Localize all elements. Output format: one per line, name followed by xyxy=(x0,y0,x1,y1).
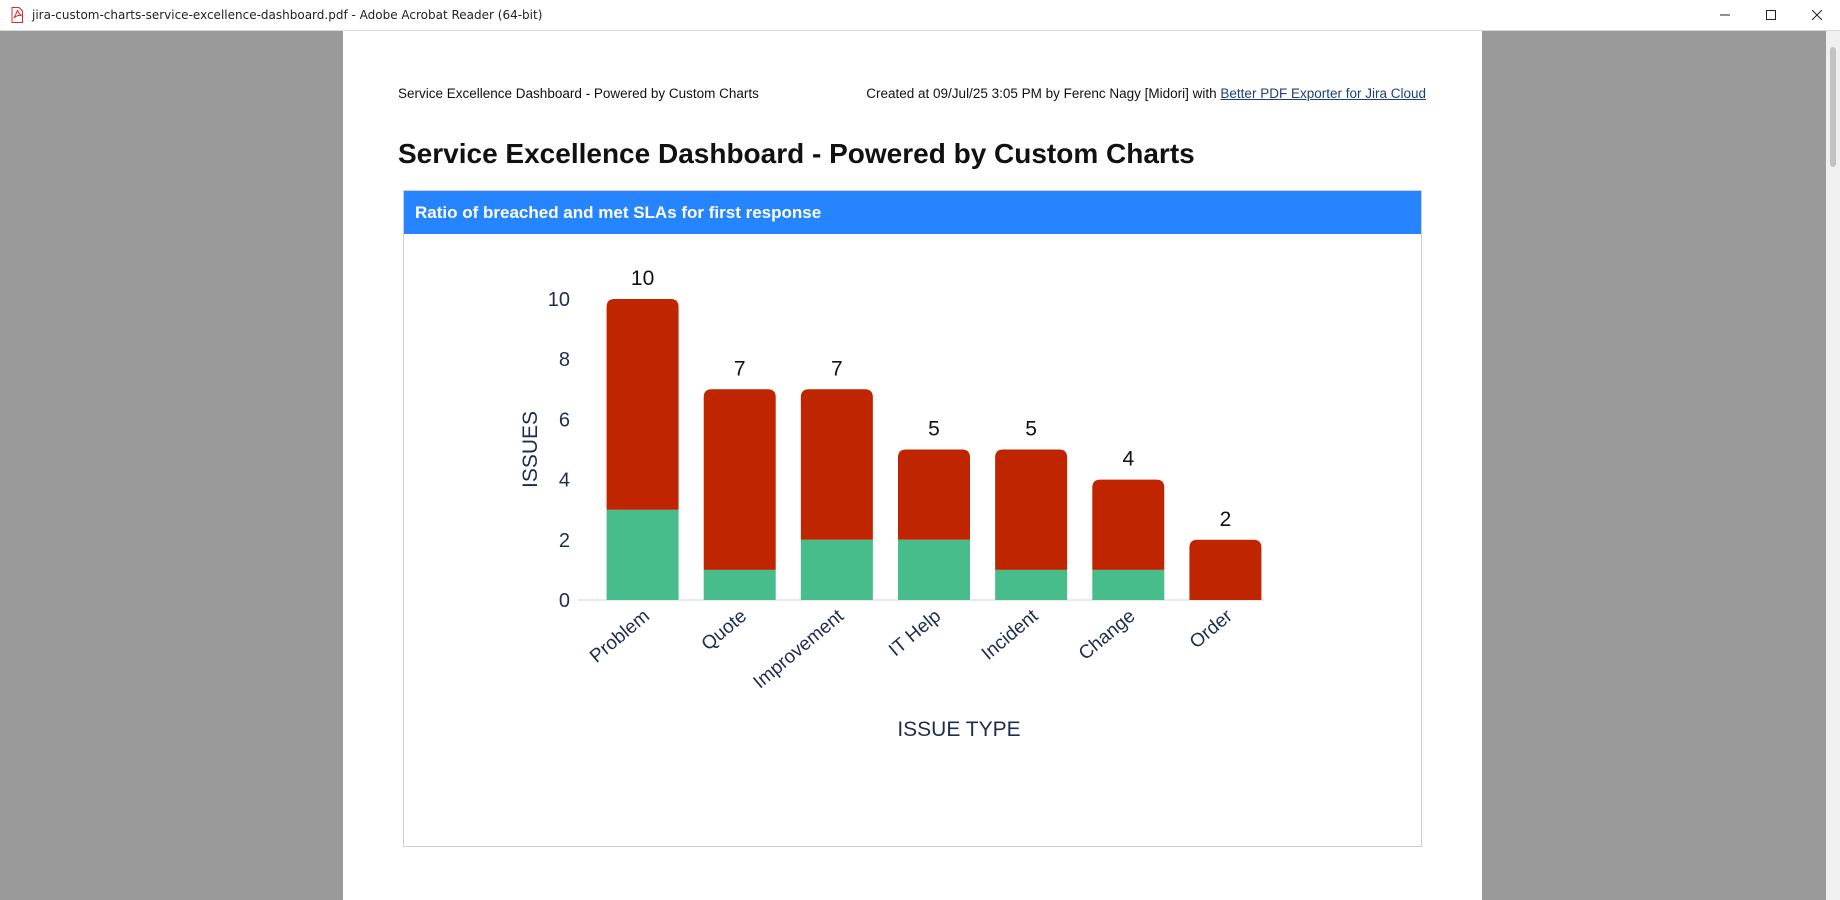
x-axis-label: ISSUE TYPE xyxy=(897,718,1020,741)
chart-panel-title: Ratio of breached and met SLAs for first… xyxy=(415,202,822,222)
bar-total-label: 5 xyxy=(1025,418,1037,441)
bar-total-label: 10 xyxy=(631,267,654,290)
y-tick-label: 6 xyxy=(559,409,570,431)
close-icon xyxy=(1812,10,1822,20)
window-title: jira-custom-charts-service-excellence-da… xyxy=(32,8,543,22)
pdf-app-icon xyxy=(10,7,24,23)
bar-total-label: 7 xyxy=(734,357,746,380)
y-tick-label: 2 xyxy=(559,530,570,552)
bar-total-label: 4 xyxy=(1122,448,1134,471)
bar-segment-met xyxy=(703,569,776,600)
maximize-button[interactable] xyxy=(1748,0,1794,31)
x-tick-label: Incident xyxy=(978,605,1043,664)
bar-total-label: 2 xyxy=(1220,508,1232,531)
x-tick-label: Quote xyxy=(698,606,751,655)
exporter-link[interactable]: Better PDF Exporter for Jira Cloud xyxy=(1220,86,1426,101)
bar-segment-breached xyxy=(606,299,679,510)
x-tick-label: Problem xyxy=(586,606,654,668)
bar-total-label: 5 xyxy=(928,418,940,441)
x-tick-label: Improvement xyxy=(750,605,849,693)
y-tick-label: 8 xyxy=(559,349,570,371)
y-axis-label: ISSUES xyxy=(519,411,542,488)
header-document-title: Service Excellence Dashboard - Powered b… xyxy=(398,86,759,101)
page-title: Service Excellence Dashboard - Powered b… xyxy=(398,138,1195,169)
close-button[interactable] xyxy=(1794,0,1840,31)
chart-panel-header: Ratio of breached and met SLAs for first… xyxy=(404,191,1421,234)
x-tick-label: Change xyxy=(1075,606,1139,665)
x-tick-label: Order xyxy=(1186,605,1237,653)
bar-segment-breached xyxy=(1092,479,1165,570)
y-tick-label: 4 xyxy=(559,470,570,492)
scrollbar-thumb[interactable] xyxy=(1830,47,1836,167)
window-titlebar: jira-custom-charts-service-excellence-da… xyxy=(0,0,1840,31)
chart-panel: Ratio of breached and met SLAs for first… xyxy=(403,190,1422,847)
x-tick-label: IT Help xyxy=(885,606,945,661)
y-tick-label: 0 xyxy=(559,590,570,612)
bar-segment-breached xyxy=(995,449,1068,570)
bar-segment-breached xyxy=(800,389,873,540)
y-tick-label: 10 xyxy=(548,289,570,311)
window-controls xyxy=(1702,0,1840,31)
bar-segment-breached xyxy=(703,389,776,570)
bar-segment-met xyxy=(995,569,1068,600)
bar-segment-breached xyxy=(898,449,970,540)
minimize-icon xyxy=(1720,14,1730,16)
header-created-text: Created at 09/Jul/25 3:05 PM by Ferenc N… xyxy=(866,86,1221,101)
bar-segment-met xyxy=(898,539,970,600)
bar-segment-met xyxy=(1092,569,1165,600)
bar-segment-met xyxy=(606,509,679,600)
minimize-button[interactable] xyxy=(1702,0,1748,31)
bar-segment-met xyxy=(800,539,873,600)
maximize-icon xyxy=(1766,10,1776,20)
header-creation-info: Created at 09/Jul/25 3:05 PM by Ferenc N… xyxy=(866,86,1426,101)
bar-total-label: 7 xyxy=(831,357,843,380)
pdf-page: Service Excellence Dashboard - Powered b… xyxy=(343,31,1482,900)
stacked-bar-chart: 0 2 4 6 8 10 ISSUES 10 Problem 7 Quote 7 Improvement… xyxy=(519,267,1264,741)
vertical-scrollbar[interactable] xyxy=(1826,31,1840,900)
bar-segment-breached xyxy=(1189,539,1262,600)
document-area[interactable]: Service Excellence Dashboard - Powered b… xyxy=(0,31,1840,900)
